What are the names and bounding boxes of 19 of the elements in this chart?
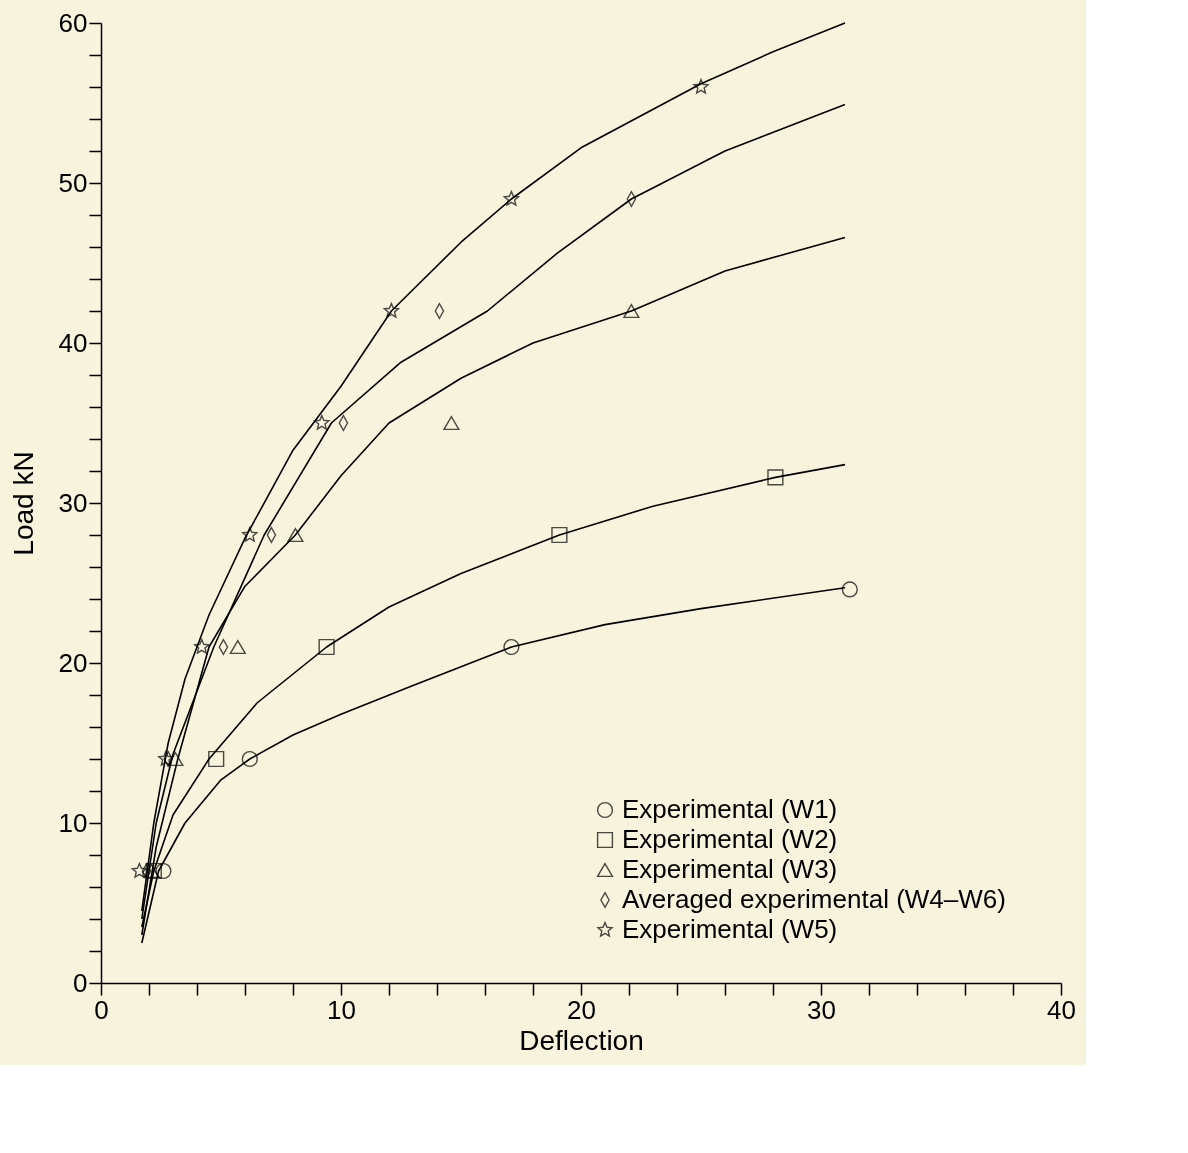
x-tick-label: 20	[567, 994, 596, 1025]
y-tick-label: 30	[58, 487, 88, 518]
x-tick-label: 40	[1047, 994, 1076, 1025]
y-axis-title: Load kN	[7, 451, 39, 556]
legend-label: Experimental (W2)	[622, 824, 838, 854]
legend-label: Experimental (W1)	[622, 794, 838, 824]
x-tick-label: 10	[327, 994, 356, 1025]
y-tick-label: 20	[58, 647, 88, 678]
legend-label: Averaged experimental (W4–W6)	[622, 884, 1006, 914]
y-tick-label: 10	[58, 807, 88, 838]
y-tick-label: 0	[73, 967, 88, 998]
x-tick-label: 0	[94, 994, 109, 1025]
legend-label: Experimental (W5)	[622, 914, 838, 944]
y-tick-label: 50	[58, 167, 88, 198]
y-tick-label: 60	[58, 7, 88, 38]
x-axis-title: Deflection	[519, 1024, 644, 1056]
x-tick-label: 30	[807, 994, 836, 1025]
legend-label: Experimental (W3)	[622, 854, 838, 884]
y-tick-label: 40	[58, 327, 88, 358]
